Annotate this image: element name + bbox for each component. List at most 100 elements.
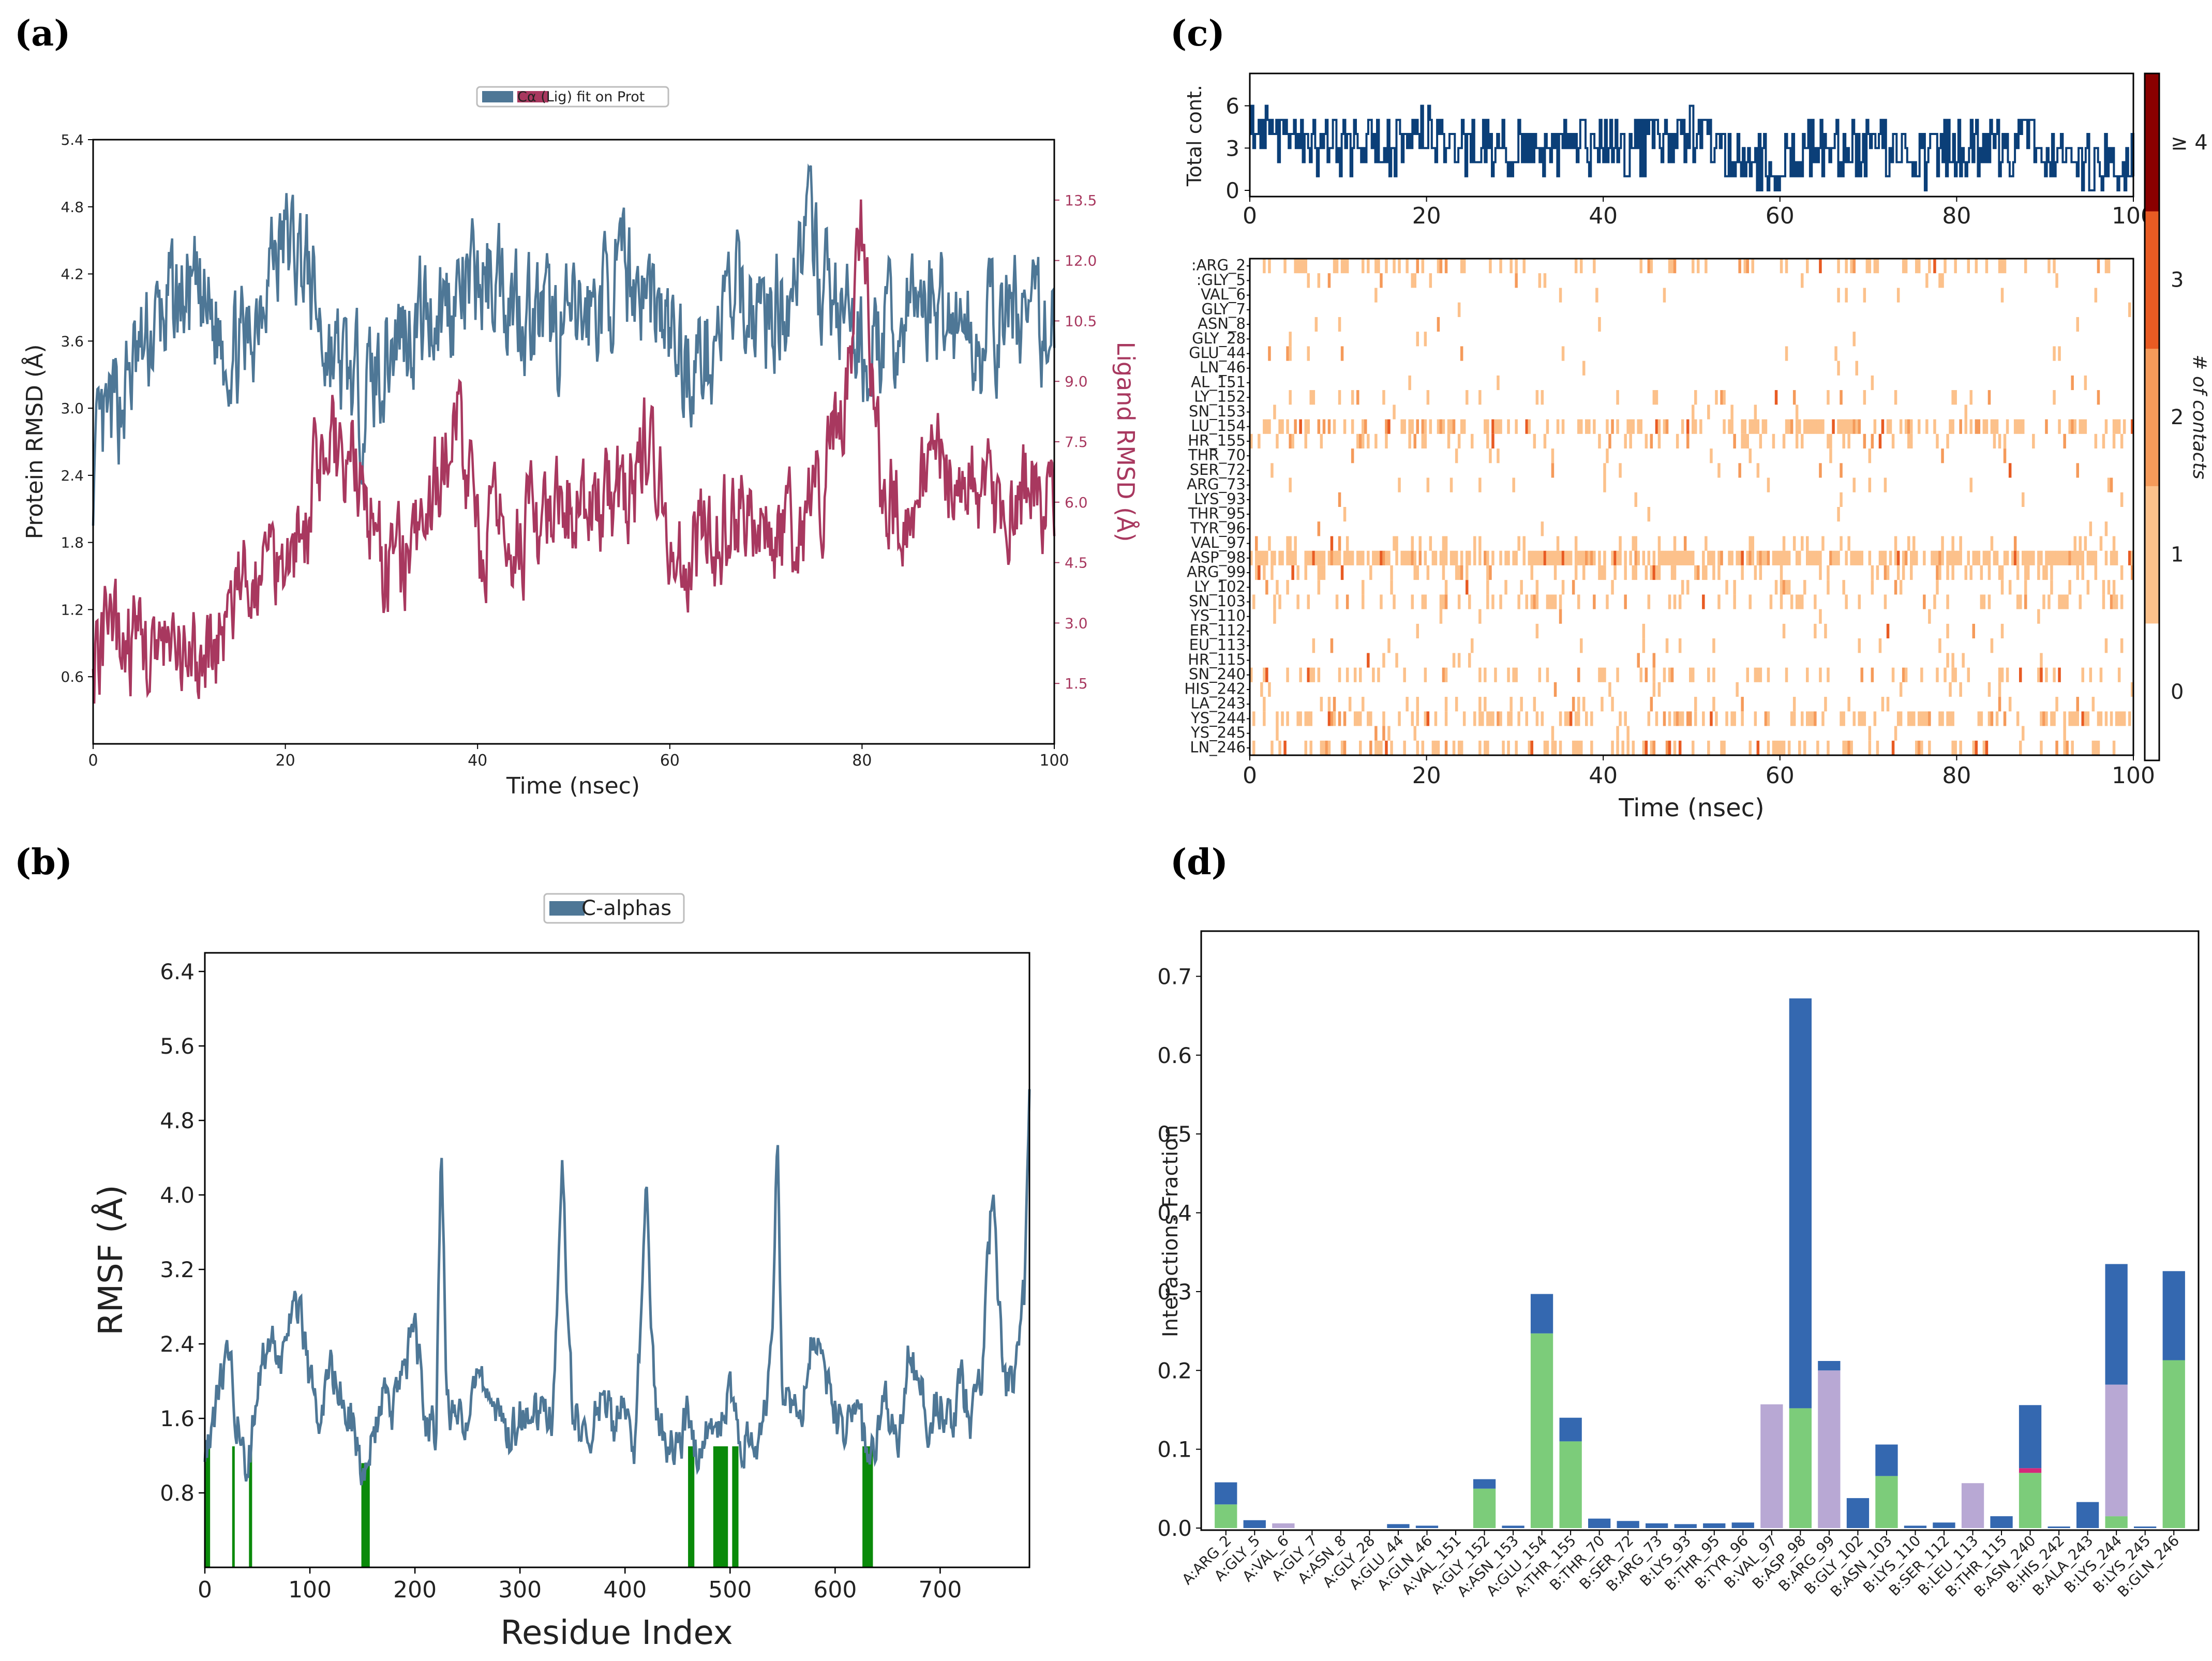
heatmap-cell [1663,711,1666,726]
heatmap-cell [1374,288,1378,303]
heatmap-cell [1767,667,1770,682]
heatmap-cell [1263,711,1266,726]
heatmap-cell [1692,259,1695,274]
heatmap-cell [1918,740,1921,755]
heatmap-cell [1546,667,1549,682]
heatmap-cell [1330,638,1334,653]
heatmap-cell [1798,550,1801,565]
heatmap-cell [1460,419,1463,434]
heatmap-cell [1795,594,1799,609]
heatmap-cell [1912,550,1916,565]
heatmap-cell [1896,565,1900,580]
heatmap-cell [1327,711,1331,726]
heatmap-cell [1507,419,1510,434]
colorbar-segment [2145,623,2159,761]
heatmap-cell [1785,259,1788,274]
heatmap-cell [1748,594,1752,609]
heatmap-cell [1497,711,1500,726]
heatmap-cell [2008,463,2012,478]
heatmap-row-label: GLY_28 [1192,330,1246,347]
heatmap-cell [1504,550,1507,565]
heatmap-cell [1393,259,1396,274]
heatmap-cell [1437,259,1440,274]
heatmap-cell [1946,594,1949,609]
heatmap-cell [2042,594,2045,609]
heatmap-cell [2019,740,2022,755]
heatmap-cell [2131,565,2134,580]
heatmap-cell [1975,740,1978,755]
bar-segment [2105,1516,2128,1528]
heatmap-cell [1806,550,1809,565]
heatmap-cell [1637,550,1640,565]
heatmap-cell [1852,711,1856,726]
heatmap-cell [2071,711,2074,726]
heatmap-cell [1395,536,1398,551]
heatmap-cell [1507,667,1510,682]
heatmap-cell [1990,536,1994,551]
heatmap-cell [2076,550,2079,565]
heatmap-cell [1481,711,1484,726]
heatmap-cell [2110,594,2113,609]
bar-segment [2019,1473,2042,1528]
heatmap-cell [1317,419,1321,434]
heatmap-cell [1512,550,1515,565]
heatmap-cell [1642,638,1646,653]
heatmap-cell [1811,550,1814,565]
heatmap-cell [1967,550,1970,565]
heatmap-cell [1780,565,1783,580]
colorbar-segment [2145,348,2159,486]
heatmap-cell [1263,419,1266,434]
heatmap-cell [1894,580,1897,595]
heatmap-cell [1819,259,1822,274]
heatmap-cell [1268,346,1271,361]
heatmap-cell [1803,419,1806,434]
heatmap-cell [1421,740,1425,755]
heatmap-cell [1896,550,1900,565]
heatmap-cell [1444,580,1448,595]
heatmap-cell [1499,711,1502,726]
heatmap-cell [1705,259,1708,274]
heatmap-cell [1975,259,1978,274]
heatmap-cell [1634,492,1637,507]
bar-segment [1502,1525,1525,1528]
heatmap-cell [1577,419,1580,434]
heatmap-cell [1484,550,1487,565]
heatmap-cell [1312,667,1316,682]
heatmap-cell [2013,550,2017,565]
heatmap-cell [1393,594,1396,609]
heatmap-cell [1543,273,1547,288]
heatmap-cell [1385,433,1388,448]
heatmap-cell [1613,565,1617,580]
heatmap-cell [2107,580,2111,595]
heatmap-cell [1398,711,1401,726]
heatmap-cell [1304,259,1307,274]
heatmap-cell [1801,594,1804,609]
heatmap-cell [1972,623,1975,639]
heatmap-cell [1842,419,1845,434]
heatmap-cell [2112,536,2116,551]
heatmap-row-label: :GLY_5 [1197,271,1246,289]
heatmap-cell [1915,740,1918,755]
heatmap-cell [1819,609,1822,624]
heatmap-row-label: AL_151 [1191,373,1246,391]
heatmap-cell [1673,536,1677,551]
heatmap-cell [1876,740,1879,755]
colorbar-tick-label: 0 [2171,680,2184,704]
heatmap-cell [1431,550,1435,565]
top-plot-frame [1249,72,2134,198]
heatmap-cell [1449,477,1453,492]
heatmap-cell [1741,565,1744,580]
heatmap-cell [1457,740,1461,755]
heatmap-cell [1717,565,1721,580]
heatmap-cell [1335,594,1339,609]
y-tick-label: 0.2 [1157,1358,1192,1383]
heatmap-cell [1362,550,1365,565]
y-left-tick-label: 1.2 [61,601,84,618]
heatmap-cell [1920,711,1923,726]
heatmap-cell [1712,638,1715,653]
heatmap-cell [1353,667,1357,682]
heatmap-cell [1993,419,1996,434]
heatmap-cell [2128,302,2131,317]
heatmap-cell [2117,711,2121,726]
heatmap-cell [1652,740,1656,755]
